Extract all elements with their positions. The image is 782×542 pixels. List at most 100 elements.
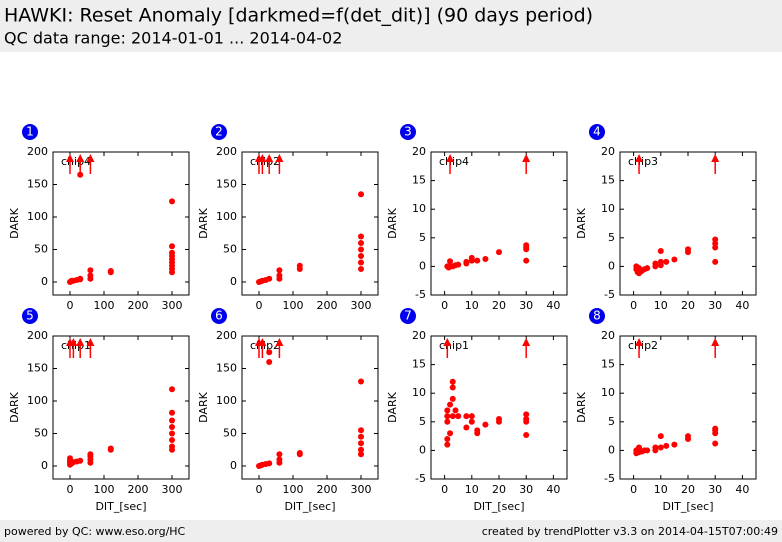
point — [463, 258, 470, 265]
x-tick-label: 0 — [630, 299, 637, 312]
x-tick-label: 100 — [283, 299, 304, 312]
point — [496, 415, 502, 422]
point — [444, 413, 451, 420]
point — [87, 451, 94, 458]
chart-number: 8 — [593, 309, 601, 323]
x-tick-label: 0 — [256, 299, 263, 312]
y-tick-label: 0 — [230, 459, 237, 472]
point — [444, 441, 451, 448]
y-tick-label: -5 — [415, 472, 426, 485]
y-tick-label: 150 — [27, 178, 48, 191]
point — [712, 258, 719, 265]
chart-number-badge — [211, 308, 227, 324]
y-tick-label: 200 — [27, 329, 48, 342]
point — [523, 415, 530, 422]
x-tick-label: 20 — [681, 483, 695, 496]
point — [644, 265, 651, 272]
point — [652, 260, 659, 267]
point — [77, 457, 84, 464]
y-tick-label: 0 — [419, 443, 426, 456]
y-tick-label: 150 — [216, 178, 237, 191]
y-tick-label: 5 — [419, 231, 426, 244]
y-axis-label: DARK — [386, 207, 399, 238]
plot-frame — [52, 335, 190, 480]
y-tick-label: 50 — [34, 243, 48, 256]
point — [358, 433, 364, 440]
y-tick-label: 0 — [608, 443, 615, 456]
point — [266, 275, 273, 282]
x-axis-label: DIT_[sec] — [284, 500, 335, 513]
point — [358, 451, 364, 458]
y-tick-label: 20 — [412, 145, 426, 158]
point — [276, 267, 283, 274]
y-tick-label: 15 — [412, 174, 426, 187]
point — [663, 442, 670, 449]
x-tick-label: 300 — [162, 299, 183, 312]
outlier-arrow — [711, 154, 720, 162]
point — [169, 198, 175, 205]
y-tick-label: 10 — [601, 202, 615, 215]
point — [276, 272, 283, 279]
x-tick-label: 40 — [546, 483, 560, 496]
page-title: HAWKI: Reset Anomaly [darkmed=f(det_dit)… — [4, 5, 593, 27]
y-tick-label: 0 — [608, 259, 615, 272]
annotation: chip4 — [61, 155, 91, 168]
point — [671, 256, 678, 263]
y-axis-label: DARK — [197, 391, 210, 422]
chart-number: 1 — [26, 125, 34, 139]
outlier-arrow — [76, 338, 85, 346]
plot-frame — [241, 335, 379, 480]
outlier-arrow — [275, 154, 284, 162]
outlier-arrow — [69, 338, 78, 346]
y-tick-label: 0 — [41, 275, 48, 288]
point — [169, 409, 175, 416]
y-tick-label: 50 — [223, 243, 237, 256]
x-tick-label: 100 — [283, 483, 304, 496]
point — [452, 407, 459, 414]
x-tick-label: 20 — [492, 299, 506, 312]
chart-number-badge — [400, 124, 416, 140]
point — [276, 451, 283, 458]
plot-frame — [430, 335, 568, 480]
footer-right: created by trendPlotter v3.3 on 2014-04-… — [482, 525, 778, 538]
outlier-arrow — [86, 338, 95, 346]
x-tick-label: 40 — [735, 483, 749, 496]
point — [358, 378, 364, 385]
point — [358, 440, 364, 447]
point — [107, 445, 114, 452]
point — [449, 384, 456, 391]
x-tick-label: 200 — [317, 483, 338, 496]
point — [712, 440, 719, 447]
chart-number-badge — [589, 308, 605, 324]
point — [482, 421, 489, 428]
x-tick-label: 0 — [67, 299, 74, 312]
point — [444, 435, 451, 442]
point — [358, 266, 364, 272]
annotation: chip4 — [439, 155, 469, 168]
chart-number-badge — [400, 308, 416, 324]
point — [657, 247, 664, 254]
outlier-arrow — [275, 338, 284, 346]
y-tick-label: 150 — [216, 362, 237, 375]
x-tick-label: 100 — [94, 299, 115, 312]
outlier-arrow — [522, 154, 531, 162]
x-axis-label: DIT_[sec] — [95, 500, 146, 513]
outlier-arrow — [265, 154, 274, 162]
y-tick-label: 200 — [27, 145, 48, 158]
point — [358, 240, 364, 246]
y-axis-label: DARK — [386, 391, 399, 422]
point — [358, 253, 364, 259]
chart-number: 2 — [215, 125, 223, 139]
point — [657, 258, 664, 265]
outlier-arrow — [522, 338, 531, 346]
point — [657, 444, 664, 451]
point — [652, 444, 659, 451]
annotation: chip3 — [628, 155, 658, 168]
y-tick-label: 100 — [27, 394, 48, 407]
point — [77, 171, 84, 178]
x-tick-label: 40 — [735, 299, 749, 312]
y-tick-label: 100 — [27, 210, 48, 223]
y-tick-label: 0 — [419, 259, 426, 272]
point — [482, 255, 489, 262]
